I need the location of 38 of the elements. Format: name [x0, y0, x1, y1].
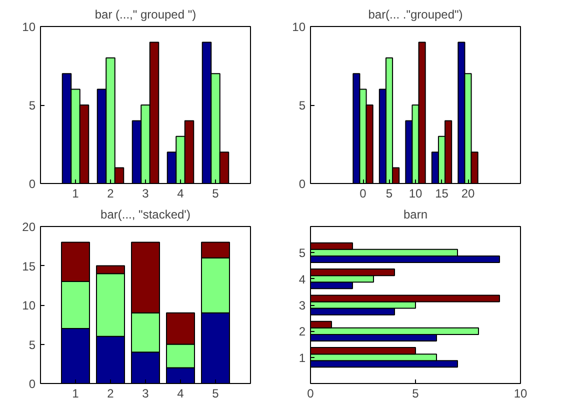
chart-title: bar (...," grouped ") [94, 8, 196, 22]
y-tick-label: 5 [298, 246, 306, 260]
x-tick-label: 5 [386, 186, 393, 200]
x-tick-label: 0 [360, 186, 367, 200]
x-tick-label: 20 [461, 186, 475, 200]
x-tick-label: 5 [212, 386, 220, 400]
x-tick-label: 5 [412, 386, 420, 400]
y-tick-label: 3 [298, 298, 306, 312]
y-tick-label: 2 [298, 324, 306, 339]
y-tick-label: 10 [22, 20, 36, 34]
chart-title: bar(..., "stacked') [100, 208, 190, 222]
x-tick-label: 5 [212, 186, 220, 200]
x-tick-label: 2 [107, 386, 114, 400]
x-tick-label: 1 [72, 386, 80, 400]
x-tick-label: 10 [514, 386, 528, 400]
x-tick-label: 4 [177, 186, 184, 200]
y-tick-label: 0 [298, 177, 306, 191]
chart-title: barn [403, 208, 428, 222]
chart-title: bar(... ."grouped") [368, 8, 463, 22]
y-tick-label: 20 [22, 220, 36, 234]
x-tick-label: 2 [107, 186, 114, 200]
y-tick-label: 10 [292, 20, 306, 34]
x-tick-label: 1 [72, 186, 80, 200]
x-tick-label: 0 [307, 386, 314, 400]
y-tick-label: 10 [22, 298, 36, 312]
y-tick-label: 5 [298, 98, 306, 112]
y-tick-label: 5 [28, 338, 36, 352]
y-tick-label: 4 [298, 272, 306, 286]
x-tick-label: 4 [177, 386, 184, 400]
y-tick-label: 0 [28, 177, 36, 191]
y-tick-label: 5 [28, 98, 36, 112]
y-tick-label: 15 [22, 259, 36, 274]
x-tick-label: 10 [408, 186, 422, 200]
x-tick-label: 3 [142, 386, 150, 400]
y-tick-label: 0 [28, 377, 36, 391]
x-tick-label: 15 [435, 186, 449, 200]
x-tick-label: 3 [142, 186, 150, 200]
y-tick-label: 1 [298, 350, 306, 365]
